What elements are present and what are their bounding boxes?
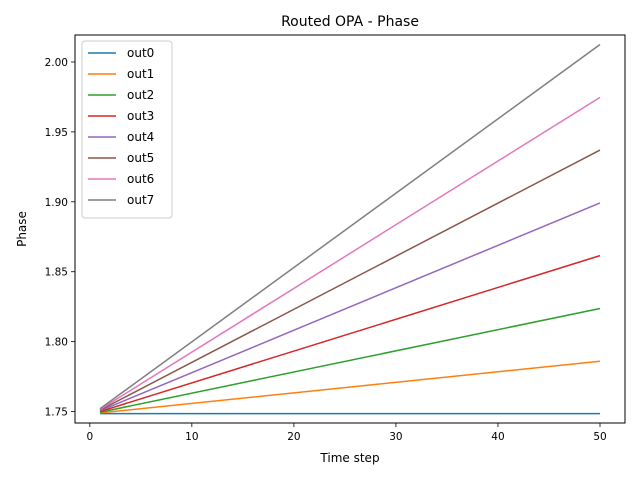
y-tick-label: 1.85 xyxy=(45,267,68,279)
x-axis-label: Time step xyxy=(319,451,379,465)
x-tick-label: 50 xyxy=(593,431,606,443)
y-tick-label: 1.80 xyxy=(45,337,68,349)
series-line-out7 xyxy=(99,43,601,410)
legend-label-out1: out1 xyxy=(127,67,154,81)
legend-label-out2: out2 xyxy=(127,88,154,102)
legend-label-out5: out5 xyxy=(127,151,154,165)
series-line-out6 xyxy=(99,96,601,411)
x-tick-label: 0 xyxy=(86,431,93,443)
y-axis-label: Phase xyxy=(15,211,29,247)
series-line-out4 xyxy=(99,202,601,412)
chart-title: Routed OPA - Phase xyxy=(281,14,419,30)
legend-label-out7: out7 xyxy=(127,193,154,207)
legend: out0 out1 out2 out3 out4 out5 out6 out7 xyxy=(81,40,173,219)
y-tick-label: 1.75 xyxy=(45,407,68,419)
y-tick-label: 1.90 xyxy=(45,197,68,209)
ticks-layer: 0 10 20 30 40 50 1.75 1.80 1.85 1.90 1.95 2.00 xyxy=(45,57,607,443)
legend-label-out6: out6 xyxy=(127,172,154,186)
x-tick-label: 10 xyxy=(185,431,198,443)
x-tick-label: 40 xyxy=(491,431,504,443)
plot-frame xyxy=(74,34,626,424)
series-layer xyxy=(99,43,601,415)
legend-box xyxy=(81,40,173,219)
legend-label-out4: out4 xyxy=(127,130,154,144)
legend-label-out3: out3 xyxy=(127,109,154,123)
x-tick-label: 30 xyxy=(389,431,402,443)
series-line-out1 xyxy=(99,360,601,414)
legend-label-out0: out0 xyxy=(127,46,154,60)
series-line-out2 xyxy=(99,307,601,413)
series-line-out5 xyxy=(99,149,601,411)
y-tick-label: 1.95 xyxy=(45,127,68,139)
series-line-out3 xyxy=(99,254,601,413)
x-tick-label: 20 xyxy=(287,431,300,443)
y-tick-label: 2.00 xyxy=(45,57,68,69)
